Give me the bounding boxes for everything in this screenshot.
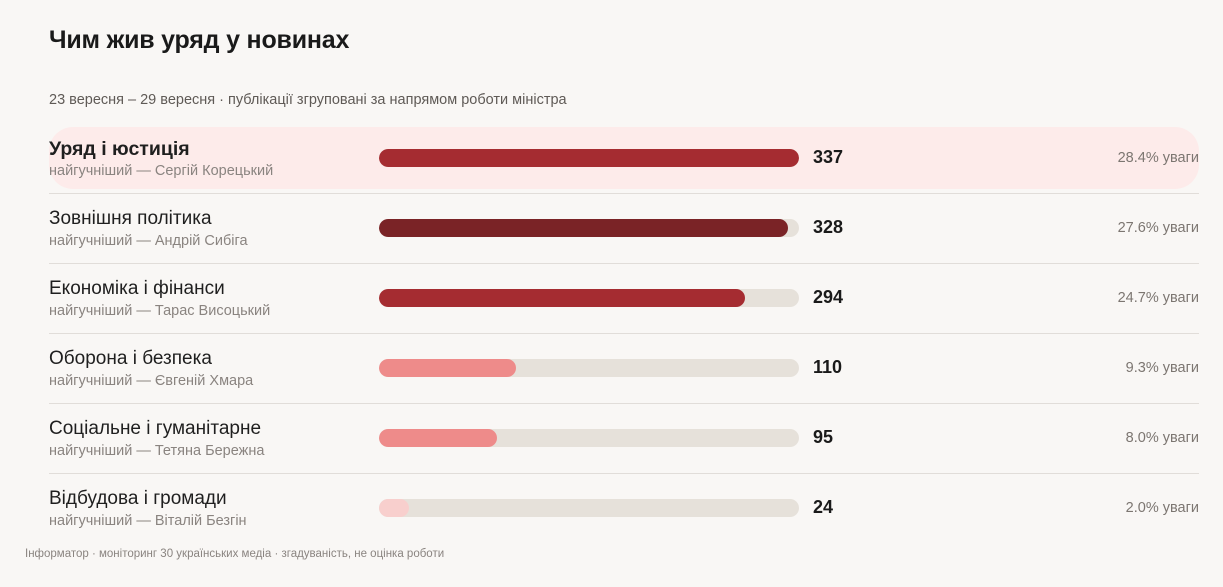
bar xyxy=(379,359,516,377)
share-label: 2.0% уваги xyxy=(1125,500,1199,516)
leader-label: найгучніший — Андрій Сибіга xyxy=(49,233,248,249)
value-label: 337 xyxy=(813,147,844,167)
bar-row: Уряд і юстиція найгучніший — Сергій Корец… xyxy=(49,124,1199,194)
share-label: 28.4% уваги xyxy=(1117,150,1199,166)
bar-track xyxy=(379,149,799,167)
category-label: Економіка і фінанси xyxy=(49,278,225,299)
category-label: Оборона і безпека xyxy=(49,348,212,369)
value-label: 110 xyxy=(813,357,843,377)
category-label: Уряд і юстиція xyxy=(49,138,190,160)
chart-title: Чим жив уряд у новинах xyxy=(49,26,350,54)
leader-label: найгучніший — Тетяна Бережна xyxy=(49,443,265,459)
bar xyxy=(379,219,788,237)
bar-rows: Уряд і юстиція найгучніший — Сергій Корец… xyxy=(49,124,1199,544)
bar-row: Соціальне і гуманітарне найгучніший — Тет… xyxy=(49,404,1199,474)
category-label: Відбудова і громади xyxy=(49,488,227,509)
bar-row: Оборона і безпека найгучніший — Євгеній Х… xyxy=(49,334,1199,404)
value-label: 95 xyxy=(813,427,834,447)
leader-label: найгучніший — Тарас Висоцький xyxy=(49,303,271,319)
leader-label: найгучніший — Сергій Корецький xyxy=(49,163,274,179)
bar-track xyxy=(379,359,799,377)
chart-subtitle: 23 вересня – 29 вересня · публікації згр… xyxy=(49,92,567,108)
category-label: Зовнішня політика xyxy=(49,208,212,229)
bar-row: Зовнішня політика найгучніший — Андрій Си… xyxy=(49,194,1199,264)
bar-track xyxy=(379,429,799,447)
value-label: 328 xyxy=(813,217,844,237)
bar-row: Відбудова і громади найгучніший — Віталій… xyxy=(49,474,1199,544)
bar-track xyxy=(379,289,799,307)
share-label: 27.6% уваги xyxy=(1117,220,1199,236)
share-label: 9.3% уваги xyxy=(1125,360,1199,376)
bar xyxy=(379,149,799,167)
category-label: Соціальне і гуманітарне xyxy=(49,418,262,439)
bar xyxy=(379,289,745,307)
leader-label: найгучніший — Євгеній Хмара xyxy=(49,373,254,389)
value-label: 24 xyxy=(813,497,834,517)
bar xyxy=(379,429,497,447)
bar-track xyxy=(379,219,799,237)
share-label: 24.7% уваги xyxy=(1117,290,1199,306)
bar-track xyxy=(379,499,799,517)
share-label: 8.0% уваги xyxy=(1125,430,1199,446)
source-footer: Інформатор · моніторинг 30 українських м… xyxy=(25,548,445,560)
bar-row: Економіка і фінанси найгучніший — Тарас В… xyxy=(49,264,1199,334)
leader-label: найгучніший — Віталій Безгін xyxy=(49,513,247,529)
bar xyxy=(379,499,409,517)
value-label: 294 xyxy=(813,287,844,307)
